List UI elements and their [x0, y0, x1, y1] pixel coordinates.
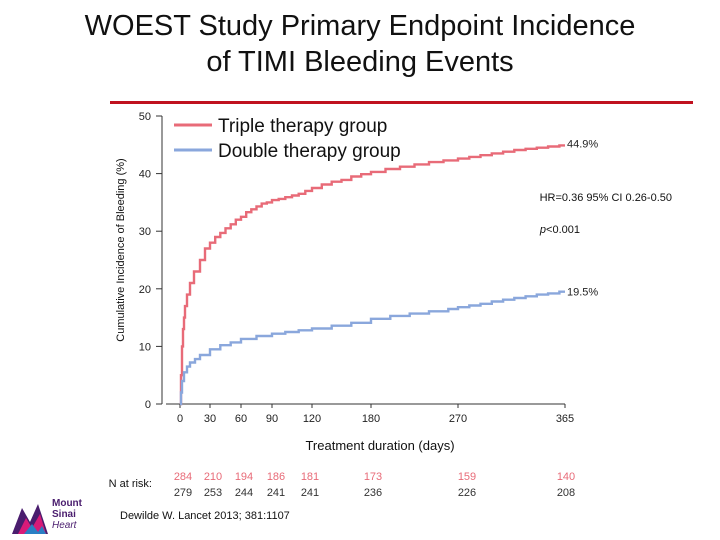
- logo-wordmark: Mount Sinai Heart: [52, 498, 82, 531]
- x-tick-label: 270: [449, 413, 467, 425]
- x-axis-label: Treatment duration (days): [305, 438, 454, 453]
- series-line-double: [179, 290, 565, 406]
- mount-sinai-logo-icon: [8, 494, 52, 538]
- title-divider: [110, 101, 693, 104]
- y-tick-label: 50: [139, 111, 151, 123]
- triple-end-label: 44.9%: [567, 138, 598, 150]
- p-value-threshold: <0.001: [546, 224, 580, 236]
- legend-label-double: Double therapy group: [218, 141, 401, 162]
- x-tick-label: 60: [235, 413, 247, 425]
- p-value-text: p<0.001: [539, 224, 580, 236]
- citation: Dewilde W. Lancet 2013; 381:1107: [120, 510, 290, 522]
- y-tick-label: 10: [139, 341, 151, 353]
- n-at-risk-triple: 181: [301, 471, 319, 483]
- n-at-risk-label: N at risk:: [109, 478, 152, 490]
- n-at-risk-triple: 210: [204, 471, 222, 483]
- x-tick-label: 90: [266, 413, 278, 425]
- n-at-risk-double: 236: [364, 487, 382, 499]
- p-value-symbol: p: [539, 224, 546, 236]
- slide-title-line-2: of TIMI Bleeding Events: [206, 46, 514, 78]
- x-tick-label: 365: [556, 413, 574, 425]
- slide-title: WOEST Study Primary Endpoint Incidence o…: [0, 8, 720, 80]
- x-tick-label: 30: [204, 413, 216, 425]
- x-tick-label: 120: [303, 413, 321, 425]
- double-end-label: 19.5%: [567, 287, 598, 299]
- y-tick-label: 0: [145, 399, 151, 411]
- n-at-risk-double: 253: [204, 487, 222, 499]
- n-at-risk-double: 208: [557, 487, 575, 499]
- n-at-risk-triple: 284: [174, 471, 192, 483]
- n-at-risk-double: 226: [458, 487, 476, 499]
- n-at-risk-triple: 194: [235, 471, 253, 483]
- legend-label-triple: Triple therapy group: [218, 116, 387, 137]
- x-tick-label: 180: [362, 413, 380, 425]
- y-axis-label: Cumulative Incidence of Bleeding (%): [115, 158, 127, 341]
- n-at-risk-double: 244: [235, 487, 253, 499]
- n-at-risk-double: 241: [301, 487, 319, 499]
- n-at-risk-triple: 186: [267, 471, 285, 483]
- n-at-risk-triple: 140: [557, 471, 575, 483]
- n-at-risk-double: 241: [267, 487, 285, 499]
- slide-title-line-1: WOEST Study Primary Endpoint Incidence: [84, 10, 636, 42]
- n-at-risk-triple: 173: [364, 471, 382, 483]
- y-tick-label: 30: [139, 226, 151, 238]
- n-at-risk-double: 279: [174, 487, 192, 499]
- n-at-risk-triple: 159: [458, 471, 476, 483]
- logo-word-2: Sinai: [52, 509, 76, 520]
- logo-word-3: Heart: [52, 520, 77, 531]
- x-tick-label: 0: [177, 413, 183, 425]
- y-tick-label: 40: [139, 169, 151, 181]
- y-tick-label: 20: [139, 284, 151, 296]
- logo-word-1: Mount: [52, 498, 82, 509]
- series-line-triple: [179, 144, 565, 406]
- hazard-ratio-text: HR=0.36 95% CI 0.26-0.50: [540, 192, 672, 204]
